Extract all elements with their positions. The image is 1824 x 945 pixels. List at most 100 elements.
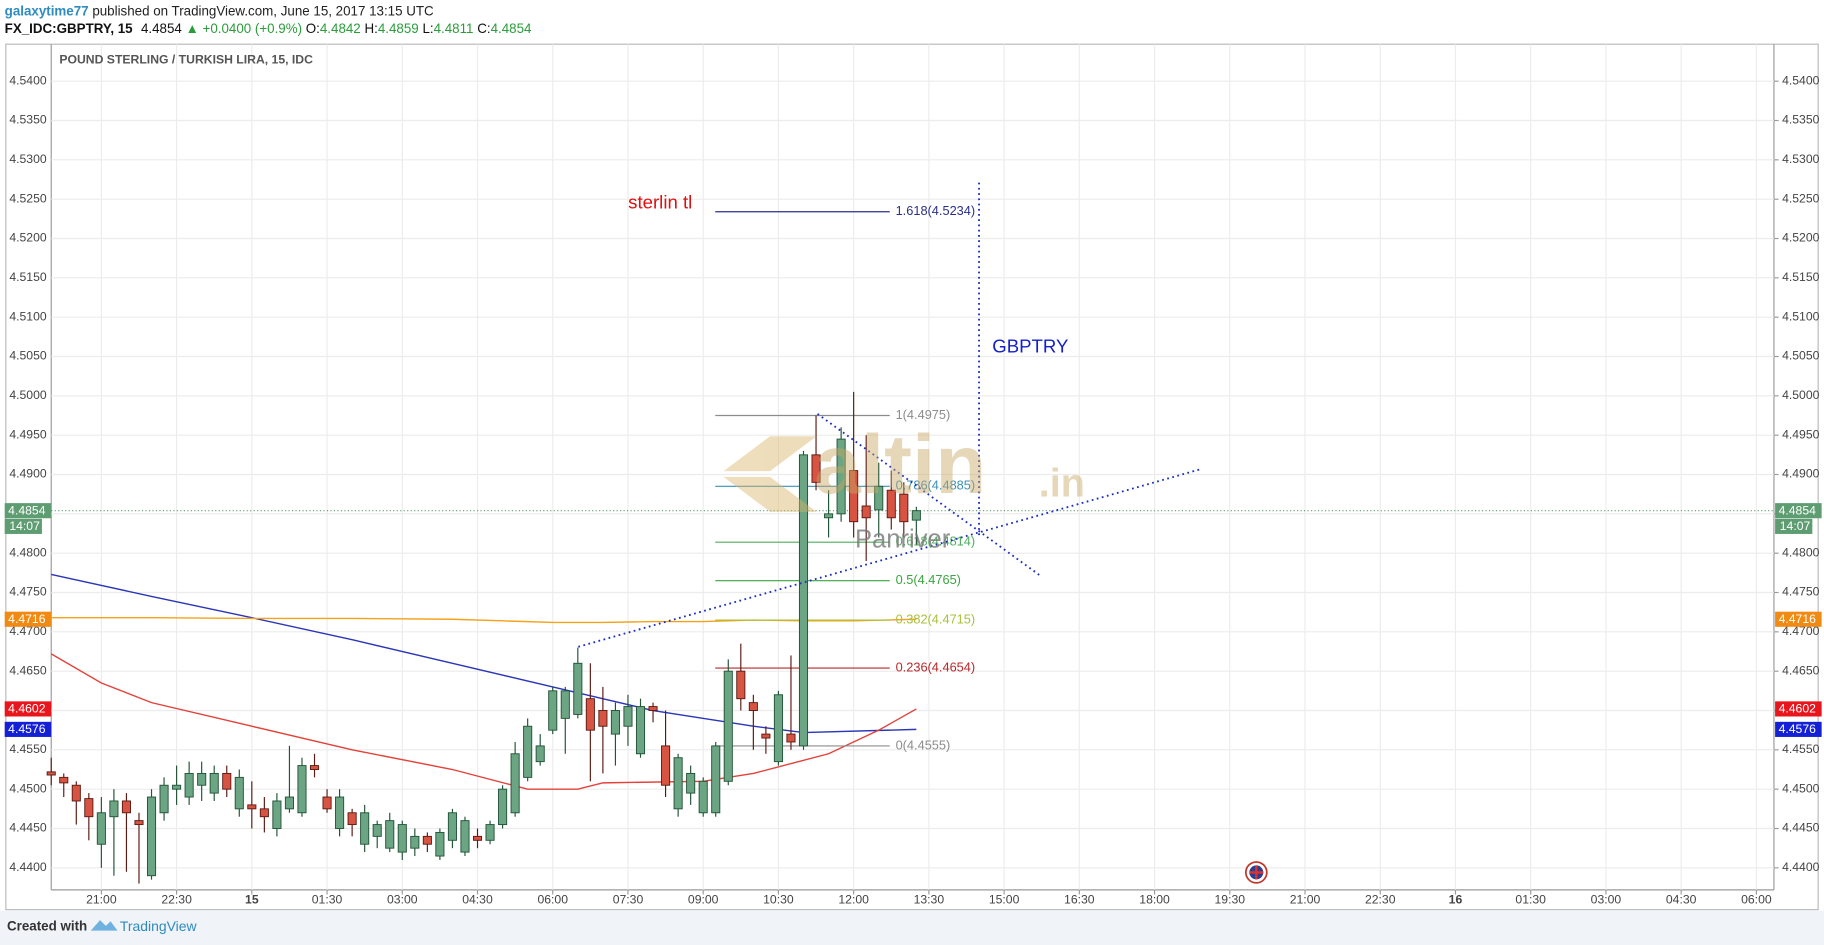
candle-body	[71, 784, 81, 802]
user[interactable]: galaxytime77	[5, 3, 89, 18]
x-tick-label: 04:30	[1666, 893, 1697, 907]
brand[interactable]: TradingView	[120, 918, 198, 934]
countdown: 14:07	[9, 519, 40, 533]
candle-body	[761, 733, 771, 739]
candle-body	[84, 798, 94, 818]
y-tick-label: 4.5150	[1782, 270, 1820, 284]
candle-body	[422, 835, 432, 845]
candle-body	[623, 706, 633, 727]
y-tick-label: 4.5400	[1782, 73, 1820, 87]
y-tick-label: 4.4400	[9, 860, 47, 874]
candle-body	[96, 812, 106, 845]
x-tick-label: 22:30	[161, 893, 192, 907]
candle-body	[573, 662, 583, 715]
y-tick-label: 4.4700	[9, 624, 47, 638]
candle-body	[172, 784, 182, 790]
candle-body	[460, 820, 470, 853]
candle-body	[435, 831, 445, 857]
candle-body	[447, 812, 457, 841]
ohlc-value: 4.4811	[434, 21, 474, 36]
candle-body	[711, 745, 721, 814]
y-tick-label: 4.5350	[9, 113, 47, 127]
candle-body	[222, 772, 232, 790]
price-tag	[1775, 611, 1822, 627]
candle-body	[259, 808, 269, 818]
candle-body	[673, 757, 683, 810]
candle-body	[585, 698, 595, 731]
price-tag-label: 4.4716	[8, 612, 46, 626]
price-tag	[4, 721, 52, 737]
candle-body	[472, 835, 483, 841]
x-tick-label: 01:30	[1515, 893, 1546, 907]
ohlc-value: 4.4842	[320, 21, 361, 36]
candle-body	[498, 788, 508, 826]
candle-body	[548, 690, 558, 731]
candle-body	[510, 753, 520, 814]
ohlc-key: L:	[422, 21, 433, 36]
y-tick-label: 4.5300	[1782, 152, 1820, 166]
candle-body	[146, 796, 157, 877]
x-tick-label: 15:00	[989, 893, 1020, 907]
symbol: FX_IDC:GBPTRY, 15	[5, 21, 134, 36]
footer-text: Created with	[7, 919, 87, 934]
candle-body	[347, 812, 357, 826]
ohlc-key: H:	[364, 21, 377, 36]
y-tick-label: 4.5050	[1782, 349, 1820, 363]
change: ▲ +0.0400 (+0.9%)	[186, 21, 302, 36]
y-tick-label: 4.5200	[1782, 231, 1820, 245]
x-tick-label: 12:00	[838, 893, 869, 907]
ohlc-key: O:	[306, 21, 320, 36]
candle-body	[410, 835, 420, 849]
candle-body	[723, 670, 733, 782]
candle-body	[59, 776, 69, 784]
y-tick-label: 4.4750	[9, 585, 47, 599]
candle-body	[686, 772, 696, 794]
price-tag-label: 4.4576	[1779, 722, 1817, 736]
chart-title: POUND STERLING / TURKISH LIRA, 15, IDC	[59, 53, 313, 67]
x-tick-label: 06:00	[1741, 893, 1772, 907]
watermark-logo	[723, 436, 817, 512]
x-tick-label: 07:30	[613, 893, 644, 907]
brand-logo	[90, 920, 118, 931]
annotation: sterlin tl	[628, 191, 692, 212]
ma-line	[50, 653, 917, 790]
y-tick-label: 4.4400	[1782, 860, 1820, 874]
y-tick-label: 4.4650	[9, 663, 47, 677]
event-flag[interactable]	[1244, 861, 1268, 884]
candle-body	[397, 824, 407, 853]
fib-label: 1(4.4975)	[896, 407, 951, 422]
price-tag	[1775, 701, 1822, 717]
y-tick-label: 4.5000	[9, 388, 47, 402]
chart-frame	[5, 43, 1819, 911]
candle-body	[560, 690, 570, 719]
y-tick-label: 4.5100	[9, 309, 47, 323]
y-tick-label: 4.5300	[9, 152, 47, 166]
fib-label: 0(4.4555)	[896, 737, 951, 752]
candle-body	[485, 824, 495, 841]
candle-body	[849, 470, 859, 523]
candle-body	[372, 824, 382, 837]
candle-body	[736, 670, 746, 700]
watermark-text: Panriver	[855, 526, 951, 554]
y-tick-label: 4.4500	[9, 781, 47, 795]
y-tick-label: 4.5350	[1782, 113, 1820, 127]
y-tick-label: 4.4500	[1782, 781, 1820, 795]
candle-body	[322, 796, 332, 810]
y-tick-label: 4.4450	[1782, 821, 1820, 835]
fib-label: 0.5(4.4765)	[896, 572, 961, 587]
footer-band	[0, 910, 1824, 945]
y-tick-label: 4.5000	[1782, 388, 1820, 402]
x-tick-label: 15	[245, 893, 259, 907]
price-tag	[4, 701, 52, 717]
y-tick-label: 4.4450	[9, 821, 47, 835]
y-tick-label: 4.4800	[9, 545, 47, 559]
price-tag-label: 4.4602	[1779, 702, 1817, 716]
ma-line	[51, 616, 917, 624]
countdown-tag	[1775, 518, 1813, 534]
candle-body	[798, 454, 809, 747]
ohlc-value: 4.4854	[491, 21, 532, 36]
candle-body	[197, 772, 207, 786]
trend-line	[578, 468, 1202, 648]
x-tick-label: 21:00	[86, 893, 117, 907]
annotation: GBPTRY	[992, 336, 1068, 357]
